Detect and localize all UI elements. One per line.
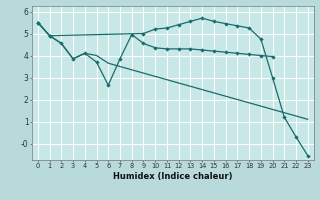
X-axis label: Humidex (Indice chaleur): Humidex (Indice chaleur) — [113, 172, 233, 181]
